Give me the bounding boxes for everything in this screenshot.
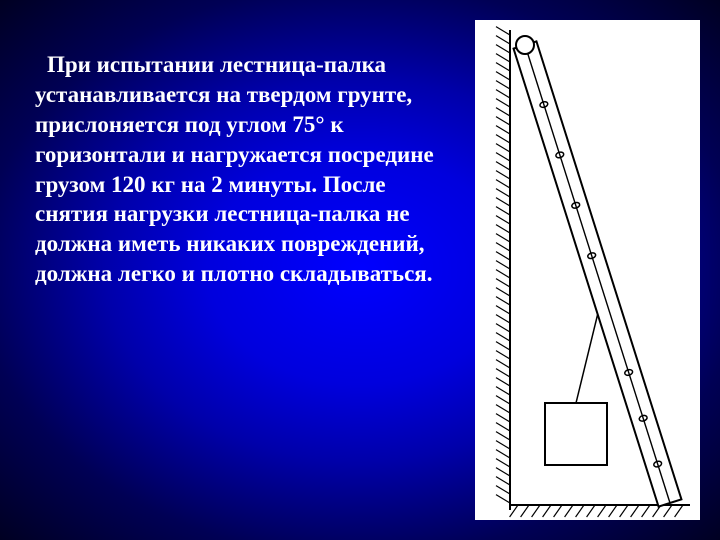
ladder-diagram-svg: [475, 20, 700, 520]
ladder-diagram-panel: [475, 20, 700, 520]
instruction-paragraph: При испытании лестница-палка устанавлива…: [35, 50, 475, 520]
